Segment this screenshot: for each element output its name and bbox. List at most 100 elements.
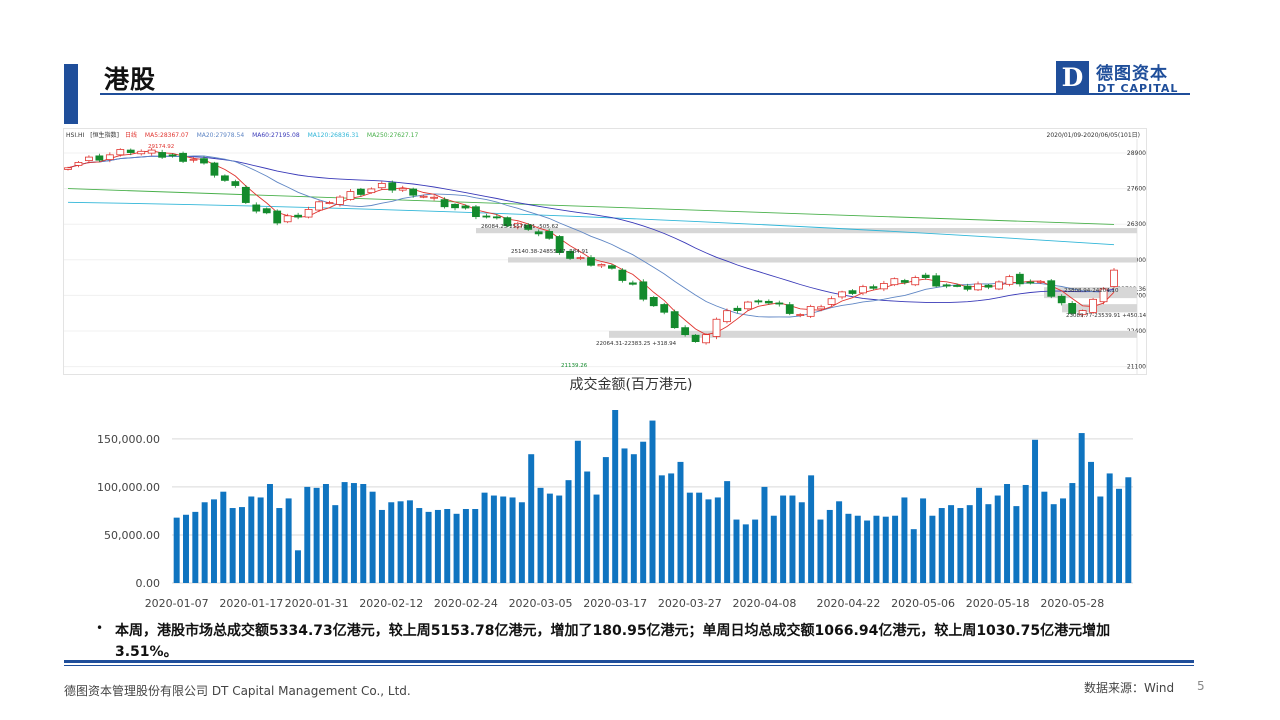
candle-up bbox=[1005, 276, 1014, 285]
volume-bar bbox=[1125, 477, 1132, 583]
price-gap-band bbox=[508, 257, 1137, 263]
candle-up bbox=[597, 264, 606, 267]
candle-up bbox=[64, 167, 72, 170]
volume-bar bbox=[733, 519, 740, 583]
x-tick-label: 2020-05-28 bbox=[1040, 597, 1104, 610]
candle-down bbox=[1057, 295, 1066, 304]
candle-down bbox=[294, 214, 303, 218]
volume-bar bbox=[528, 454, 535, 583]
volume-bar bbox=[294, 550, 301, 583]
volume-bar bbox=[976, 487, 983, 583]
volume-bar bbox=[761, 486, 768, 583]
candle-up bbox=[1110, 269, 1118, 287]
volume-bar bbox=[845, 513, 852, 583]
x-tick-label: 2020-03-17 bbox=[583, 597, 647, 610]
candle-down bbox=[492, 216, 501, 219]
kline-annotation: 25140.38-24855.47 -284.91 bbox=[511, 249, 588, 255]
volume-bar bbox=[434, 509, 441, 583]
candle-down bbox=[681, 327, 690, 336]
candle-up bbox=[304, 209, 313, 218]
y-tick-label: 0.00 bbox=[136, 577, 161, 590]
volume-bar bbox=[388, 502, 395, 583]
candle-up bbox=[890, 278, 899, 286]
volume-bar bbox=[901, 497, 908, 583]
summary-bullet: • bbox=[96, 621, 104, 635]
volume-bar bbox=[360, 484, 367, 583]
legend-ma20: MA20:27978.54 bbox=[196, 132, 245, 139]
volume-bar bbox=[1004, 484, 1011, 583]
candle-down bbox=[900, 280, 909, 283]
candle-up bbox=[116, 149, 125, 156]
kline-y-tick: 21100 bbox=[1127, 364, 1146, 371]
kline-legend: HSI.HI [恒生指数] 日线 MA5:28367.07 MA20:27978.5… bbox=[66, 130, 424, 139]
volume-bar bbox=[1106, 473, 1113, 583]
page-number: 5 bbox=[1197, 679, 1205, 693]
volume-bar bbox=[248, 496, 255, 583]
data-source: 数据来源：Wind bbox=[1084, 681, 1175, 695]
volume-bar bbox=[789, 495, 796, 583]
candle-up bbox=[74, 162, 83, 166]
volume-bar bbox=[565, 480, 572, 583]
candle-up bbox=[806, 306, 815, 317]
candle-down bbox=[1047, 280, 1056, 297]
candle-down bbox=[179, 152, 187, 162]
candle-up bbox=[513, 222, 522, 228]
candle-up bbox=[702, 334, 710, 344]
volume-bar bbox=[798, 502, 805, 583]
volume-bar-chart: 0.00 50,000.00 100,000.00 150,000.00 2020-01… bbox=[97, 410, 1133, 610]
candle-down bbox=[95, 155, 104, 161]
kline-code: HSI.HI bbox=[66, 132, 85, 139]
volume-bar bbox=[882, 516, 889, 583]
candle-down bbox=[461, 205, 470, 209]
volume-bar bbox=[985, 504, 992, 583]
logo-mark: D bbox=[1056, 61, 1089, 95]
volume-bar bbox=[742, 524, 749, 583]
candle-down bbox=[869, 286, 878, 289]
candle-down bbox=[273, 210, 282, 224]
volume-bar bbox=[238, 507, 245, 583]
volume-bar bbox=[910, 529, 917, 583]
candle-up bbox=[817, 306, 826, 310]
footer-divider bbox=[64, 660, 1194, 663]
candle-down bbox=[200, 158, 208, 164]
candle-up bbox=[1099, 288, 1108, 303]
volume-bar bbox=[938, 508, 945, 583]
volume-bar bbox=[920, 498, 927, 583]
kline-annotation: 21139.26 bbox=[561, 363, 588, 369]
candle-down bbox=[534, 231, 543, 235]
candle-down bbox=[649, 297, 658, 307]
candle-down bbox=[785, 304, 794, 314]
candle-up bbox=[430, 196, 439, 199]
kline-annotation: 29174.92 bbox=[148, 144, 174, 150]
candle-down bbox=[1068, 303, 1077, 314]
candle-down bbox=[932, 275, 941, 287]
x-tick-label: 2020-03-05 bbox=[509, 597, 573, 610]
volume-bar bbox=[1032, 439, 1039, 583]
volume-bar bbox=[1013, 506, 1020, 583]
x-tick-label: 2020-01-31 bbox=[285, 597, 349, 610]
volume-bar bbox=[183, 514, 189, 583]
candle-down bbox=[639, 281, 648, 300]
candle-down bbox=[524, 224, 533, 230]
volume-bar bbox=[854, 515, 861, 583]
volume-bar bbox=[266, 484, 273, 583]
candle-up bbox=[911, 277, 920, 286]
candle-up bbox=[419, 195, 428, 198]
volume-bar bbox=[210, 499, 217, 583]
candle-down bbox=[618, 269, 627, 281]
price-gap-band bbox=[609, 330, 1137, 338]
legend-ma250: MA250:27627.17 bbox=[366, 132, 419, 139]
volume-bar bbox=[462, 508, 469, 583]
x-tick-label: 2020-02-24 bbox=[434, 597, 498, 610]
price-gap-band bbox=[1062, 304, 1137, 313]
candle-up bbox=[974, 283, 982, 291]
volume-chart-title: 成交金额(百万港元) bbox=[569, 377, 693, 393]
kline-annotation: 26084.23-25578.61 -505.62 bbox=[481, 224, 558, 230]
candle-down bbox=[963, 285, 972, 290]
volume-bar bbox=[1050, 504, 1057, 583]
volume-bar bbox=[229, 508, 236, 583]
candle-up bbox=[859, 286, 867, 294]
kline-y-tick: 27600 bbox=[1127, 186, 1146, 193]
candle-down bbox=[1015, 273, 1024, 285]
x-tick-label: 2020-01-17 bbox=[219, 597, 283, 610]
